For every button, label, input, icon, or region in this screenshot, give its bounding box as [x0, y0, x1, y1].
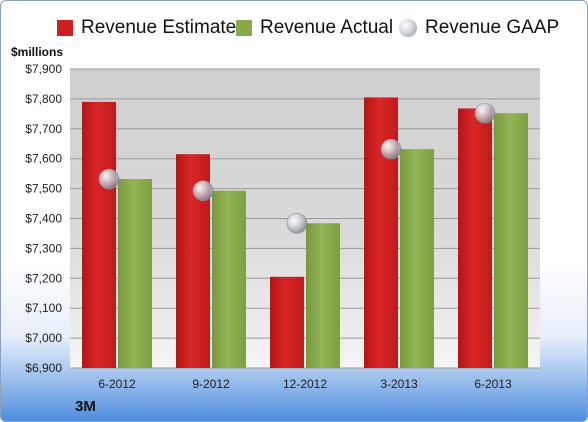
legend-label-actual: Revenue Actual	[260, 17, 394, 38]
gaap-markers	[98, 102, 496, 234]
x-tick-label: 3-2013	[380, 377, 418, 391]
legend-label-estimate: Revenue Estimate	[81, 17, 237, 38]
bar-revenue-estimate	[458, 108, 492, 368]
marker-revenue-gaap	[286, 212, 308, 234]
legend-swatch-actual	[236, 20, 252, 36]
y-tick-label: $7,100	[25, 301, 62, 315]
marker-revenue-gaap	[192, 180, 214, 201]
bar-revenue-estimate	[270, 276, 304, 368]
y-tick-label: $7,600	[25, 152, 62, 166]
x-tick-label: 6-2013	[474, 377, 512, 391]
y-tick-label: $7,700	[25, 122, 62, 136]
bar-revenue-estimate	[82, 101, 116, 368]
bar-revenue-actual	[494, 113, 528, 368]
marker-revenue-gaap	[380, 138, 402, 160]
marker-revenue-gaap	[474, 102, 496, 124]
legend-item-actual: Revenue Actual	[236, 15, 393, 41]
bar-revenue-actual	[118, 179, 152, 368]
y-tick-label: $7,200	[25, 271, 62, 285]
marker-revenue-gaap	[98, 168, 120, 190]
legend: Revenue Estimate Revenue Actual Revenue …	[1, 15, 587, 41]
y-axis-ticks: $6,900 $7,000 $7,100 $7,200 $7,300 $7,400 $7,5…	[25, 62, 62, 375]
bar-revenue-actual	[306, 223, 340, 368]
y-tick-label: $7,500	[25, 182, 62, 196]
bar-revenue-actual	[400, 149, 434, 368]
legend-item-gaap: Revenue GAAP	[399, 15, 559, 41]
company-label: 3M	[75, 398, 96, 415]
y-tick-label: $7,300	[25, 241, 62, 255]
bar-revenue-actual	[212, 190, 246, 368]
bar-revenue-estimate	[364, 97, 398, 368]
x-tick-label: 12-2012	[283, 377, 327, 391]
x-axis-ticks: 6-2012 9-2012 12-2012 3-2013 6-2013	[98, 377, 512, 391]
x-tick-label: 9-2012	[192, 377, 230, 391]
y-axis-unit-label: $millions	[11, 45, 64, 59]
legend-swatch-estimate	[57, 20, 73, 36]
y-tick-label: $7,900	[25, 62, 62, 76]
y-tick-label: $6,900	[25, 361, 62, 375]
legend-marker-gaap	[399, 19, 417, 37]
legend-item-estimate: Revenue Estimate	[57, 15, 236, 41]
legend-label-gaap: Revenue GAAP	[425, 17, 560, 38]
y-tick-label: $7,800	[25, 92, 62, 106]
y-tick-label: $7,400	[25, 212, 62, 226]
x-tick-label: 6-2012	[98, 377, 136, 391]
y-tick-label: $7,000	[25, 331, 62, 345]
bars	[82, 97, 528, 368]
